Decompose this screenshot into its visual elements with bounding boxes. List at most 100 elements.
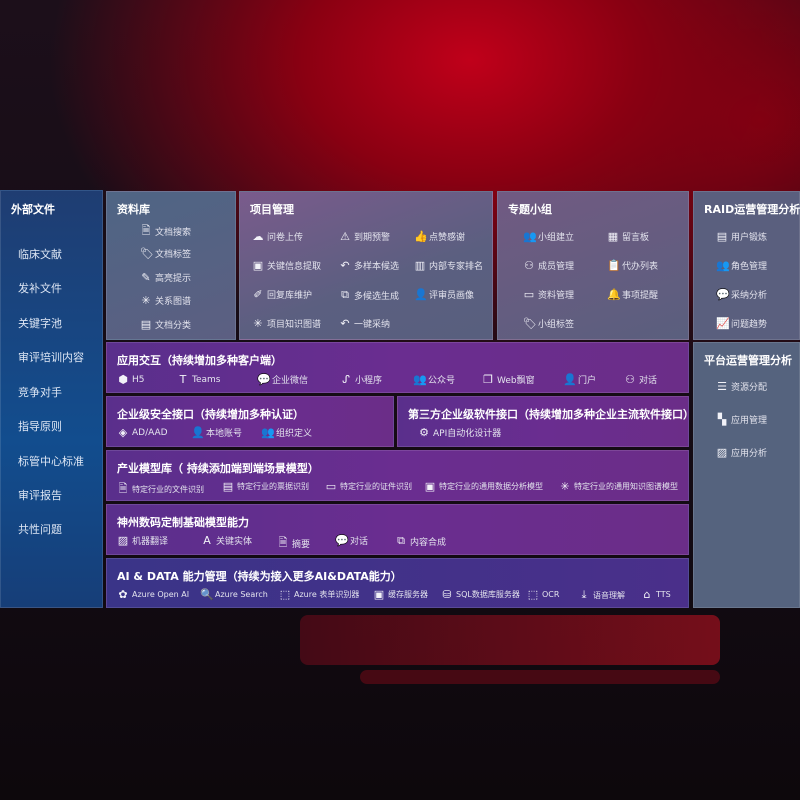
- project-item[interactable]: ↶ 多样本候选: [339, 259, 399, 272]
- item-label: 多候选生成: [354, 291, 400, 302]
- item-label: 回复库维护: [267, 291, 313, 301]
- project-item[interactable]: 👍 点赞感谢: [414, 230, 465, 243]
- auth-item[interactable]: 👤 本地账号: [191, 426, 242, 439]
- item-label: 资料管理: [538, 291, 575, 301]
- gear-icon: ⚙: [419, 426, 429, 439]
- panel-title: 产业模型库（ 持续添加端到端场景模型）: [117, 462, 319, 475]
- capability-item[interactable]: ▨ 机器翻译: [117, 534, 168, 547]
- model-item[interactable]: ▤ 特定行业的票据识别: [222, 480, 309, 493]
- sidebar-item[interactable]: 关键字池: [18, 317, 62, 330]
- service-item[interactable]: ✿ Azure Open AI: [117, 588, 189, 601]
- group-item[interactable]: 🔔 事项提醒: [607, 288, 658, 301]
- item-label: 点赞感谢: [429, 233, 466, 243]
- item-label: 评审员画像: [429, 291, 475, 301]
- raid-item[interactable]: 👥 角色管理: [716, 259, 767, 272]
- client-item[interactable]: ⬢ H5: [117, 373, 144, 386]
- platform-item[interactable]: ☰ 资源分配: [716, 380, 767, 393]
- library-item[interactable]: ▤ 文档分类: [140, 318, 191, 331]
- library-item[interactable]: ✳ 关系图谱: [140, 294, 191, 307]
- sidebar-item[interactable]: 共性问题: [18, 523, 62, 536]
- panel-title: 企业级安全接口（持续增加多种认证）: [117, 408, 304, 421]
- service-item[interactable]: ▣ 缓存服务器: [373, 588, 428, 601]
- client-item[interactable]: ❐ Web飘窗: [482, 373, 535, 386]
- capability-item[interactable]: 🗎 摘要: [277, 534, 310, 553]
- client-item[interactable]: 👤 门户: [563, 373, 596, 386]
- service-item[interactable]: ⤓ 语音理解: [578, 588, 625, 602]
- library-item[interactable]: ✎ 高亮提示: [140, 271, 191, 284]
- group-item[interactable]: 🏷 小组标签: [523, 317, 574, 330]
- sidebar-item[interactable]: 竞争对手: [18, 386, 62, 399]
- project-item[interactable]: 👤 评审员画像: [414, 288, 474, 301]
- background-shape: [360, 670, 720, 684]
- html5-icon: ⬢: [118, 373, 128, 386]
- item-label: 项目知识图谱: [267, 320, 322, 330]
- api-item[interactable]: ⚙ API自动化设计器: [418, 426, 501, 439]
- service-item[interactable]: ⬚ Azure 表单识别器: [279, 588, 360, 601]
- item-label: 特定行业的证件识别: [340, 482, 412, 491]
- sidebar-item[interactable]: 临床文献: [18, 248, 62, 261]
- group-item[interactable]: ▭ 资料管理: [523, 288, 574, 301]
- sidebar-item[interactable]: 发补文件: [18, 282, 62, 295]
- capability-item[interactable]: A 关键实体: [201, 534, 252, 547]
- item-label: 问卷上传: [267, 233, 304, 243]
- project-item[interactable]: ▣ 关键信息提取: [252, 259, 321, 272]
- sidebar-external-files: 外部文件 临床文献 发补文件 关键字池 审评培训内容 竞争对手 指导原则 标管中…: [0, 190, 103, 608]
- raid-item[interactable]: 📈 问题趋势: [716, 317, 767, 330]
- model-item[interactable]: ▭ 特定行业的证件识别: [325, 480, 412, 493]
- client-item[interactable]: ᔑ 小程序: [340, 373, 382, 386]
- auth-item[interactable]: 👥 组织定义: [261, 426, 312, 439]
- tag-icon: 🏷: [140, 247, 154, 260]
- group-item[interactable]: 👥 小组建立: [523, 230, 574, 243]
- auth-item[interactable]: ◈ AD/AAD: [117, 426, 168, 439]
- sidebar-title: 外部文件: [11, 203, 55, 216]
- item-label: 语音理解: [593, 590, 625, 600]
- client-item[interactable]: 👥 公众号: [413, 373, 455, 386]
- sidebar-item[interactable]: 标管中心标准: [18, 455, 84, 468]
- service-item[interactable]: 🔍 Azure Search: [200, 588, 268, 601]
- client-item[interactable]: ⚇ 对话: [624, 373, 657, 386]
- library-item[interactable]: 🗎 文档搜索: [140, 222, 191, 241]
- item-label: 特定行业的票据识别: [237, 482, 309, 491]
- project-item[interactable]: ▥ 内部专家排名: [414, 259, 483, 272]
- project-item[interactable]: ↶ 一键采纳: [339, 317, 390, 330]
- item-label: 本地账号: [206, 429, 243, 439]
- item-label: 关键实体: [216, 537, 253, 547]
- project-item[interactable]: ✐ 回复库维护: [252, 288, 312, 301]
- raid-item[interactable]: 💬 采纳分析: [716, 288, 767, 301]
- edit-icon: ✐: [253, 288, 263, 301]
- group-item[interactable]: ⚇ 成员管理: [523, 259, 574, 272]
- model-item[interactable]: ▣ 特定行业的通用数据分析模型: [424, 480, 543, 493]
- sidebar-item[interactable]: 指导原则: [18, 420, 62, 433]
- client-item[interactable]: 💬 企业微信: [257, 373, 308, 386]
- client-item[interactable]: T Teams: [177, 373, 221, 386]
- raid-item[interactable]: ▤ 用户锻炼: [716, 230, 767, 243]
- project-item[interactable]: ⧉ 多候选生成: [339, 288, 399, 302]
- project-item[interactable]: ☁ 问卷上传: [252, 230, 304, 243]
- platform-item[interactable]: ▚ 应用管理: [716, 413, 767, 426]
- chat-icon: ⚇: [625, 373, 635, 386]
- item-label: 文档分类: [155, 321, 192, 331]
- project-item[interactable]: ⚠ 到期预警: [339, 230, 390, 243]
- group-item[interactable]: ▦ 留言板: [607, 230, 649, 243]
- service-item[interactable]: ⌂ TTS: [641, 588, 671, 601]
- item-label: 问题趋势: [731, 320, 768, 330]
- service-item[interactable]: ⛁ SQL数据库服务器: [441, 588, 519, 601]
- entity-icon: A: [203, 534, 211, 547]
- capability-item[interactable]: 💬 对话: [335, 534, 368, 547]
- library-item[interactable]: 🏷 文档标签: [140, 247, 191, 260]
- model-item[interactable]: 🗎 特定行业的文件识别: [117, 480, 204, 499]
- base-model-panel: 神州数码定制基础模型能力 ▨ 机器翻译 A 关键实体 🗎 摘要 💬 对话 ⧉ 内容合成: [106, 504, 689, 555]
- service-item[interactable]: ⬚ OCR: [527, 588, 560, 601]
- sidebar-item[interactable]: 审评报告: [18, 489, 62, 502]
- project-item[interactable]: ✳ 项目知识图谱: [252, 317, 321, 330]
- panel-title: 第三方企业级软件接口（持续增加多种企业主流软件接口）: [408, 408, 694, 421]
- thumbs-up-icon: 👍: [414, 230, 428, 243]
- model-item[interactable]: ✳ 特定行业的通用知识图谱模型: [559, 480, 678, 493]
- capability-item[interactable]: ⧉ 内容合成: [395, 534, 446, 548]
- teams-icon: T: [179, 373, 187, 386]
- group-item[interactable]: 📋 代办列表: [607, 259, 658, 272]
- sidebar-item[interactable]: 审评培训内容: [18, 351, 84, 364]
- chart-icon: ▨: [716, 446, 728, 459]
- platform-item[interactable]: ▨ 应用分析: [716, 446, 767, 459]
- item-label: 关键信息提取: [267, 262, 322, 272]
